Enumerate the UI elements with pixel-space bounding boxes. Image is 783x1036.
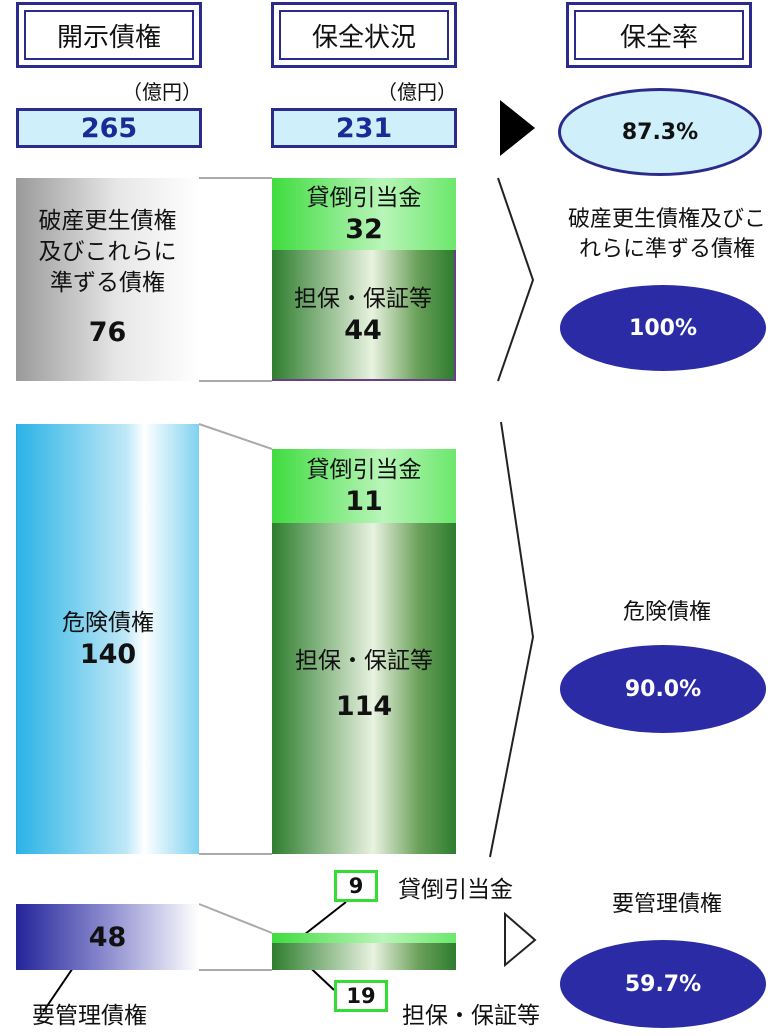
category3-left-label: 要管理債権	[32, 1003, 147, 1029]
category2-allowance-value: 11	[345, 486, 383, 517]
category3-right-label: 要管理債権	[611, 892, 722, 917]
header-coverage-ratio: 保全率	[566, 2, 752, 68]
category3-ratio-value: 59.7%	[624, 971, 702, 997]
unit-label-right: （億円）	[377, 80, 457, 104]
category1-right-label: 破産更生債権及びこ れらに準ずる債権	[567, 207, 766, 262]
category3-amount: 48	[88, 921, 127, 953]
category3-arrow-icon	[504, 911, 537, 968]
category1-ratio-ellipse: 100%	[560, 285, 766, 371]
category2-disclosed-bar: 危険債権 140	[16, 424, 199, 854]
category1-allowance-bar: 貸倒引当金 32	[272, 178, 456, 250]
category1-allowance-label: 貸倒引当金	[306, 185, 422, 211]
total-ratio-ellipse: 87.3%	[558, 88, 762, 176]
header-coverage-ratio-label: 保全率	[619, 22, 698, 53]
category1-arrow-icon	[497, 177, 535, 382]
total-arrow-icon	[500, 100, 535, 156]
category1-ratio-value: 100%	[629, 315, 697, 341]
category1-amount: 76	[88, 316, 127, 348]
category1-collateral-bar: 担保・保証等 44	[272, 250, 456, 381]
category3-allowance-callout: 9	[334, 870, 378, 902]
total-disclosed-box: 265	[16, 108, 202, 148]
category3-collateral-callout: 19	[334, 980, 388, 1012]
category2-ratio-value: 90.0%	[624, 676, 702, 702]
category2-collateral-value: 114	[335, 690, 393, 722]
total-covered-box: 231	[271, 108, 457, 148]
category2-allowance-bar: 貸倒引当金 11	[272, 449, 456, 523]
category2-collateral-label: 担保・保証等	[295, 647, 433, 674]
category2-ratio-ellipse: 90.0%	[560, 645, 766, 733]
header-coverage-status-label: 保全状況	[311, 22, 416, 53]
total-ratio-value: 87.3%	[621, 119, 699, 145]
category3-collateral-label: 担保・保証等	[402, 1003, 540, 1029]
category1-left-label: 破産更生債権 及びこれらに 準ずる債権	[38, 207, 177, 296]
category2-collateral-bar: 担保・保証等 114	[272, 523, 456, 854]
category2-arrow-icon	[489, 421, 535, 858]
category1-disclosed-bar: 破産更生債権 及びこれらに 準ずる債権 76	[16, 178, 199, 381]
header-coverage-status: 保全状況	[271, 2, 457, 68]
category1-collateral-label: 担保・保証等	[294, 285, 432, 312]
unit-label-left: （億円）	[122, 80, 202, 104]
category3-allowance-label: 貸倒引当金	[398, 877, 513, 903]
category3-disclosed-bar: 48	[16, 904, 199, 970]
category3-allowance-bar	[272, 933, 456, 943]
category3-collateral-value: 19	[346, 984, 376, 1008]
header-disclosed-label: 開示債権	[56, 22, 161, 53]
category2-left-label: 危険債権	[62, 610, 154, 636]
category3-allowance-value: 9	[348, 874, 364, 898]
total-covered-value: 231	[335, 112, 393, 144]
category3-ratio-ellipse: 59.7%	[560, 940, 766, 1028]
category3-collateral-bar	[272, 943, 456, 970]
category1-allowance-value: 32	[345, 214, 383, 245]
category2-allowance-label: 貸倒引当金	[306, 457, 422, 483]
category2-right-label: 危険債権	[622, 600, 711, 625]
category1-collateral-value: 44	[344, 314, 382, 346]
total-disclosed-value: 265	[80, 112, 138, 144]
header-disclosed: 開示債権	[16, 2, 202, 68]
category2-amount: 140	[79, 639, 137, 670]
